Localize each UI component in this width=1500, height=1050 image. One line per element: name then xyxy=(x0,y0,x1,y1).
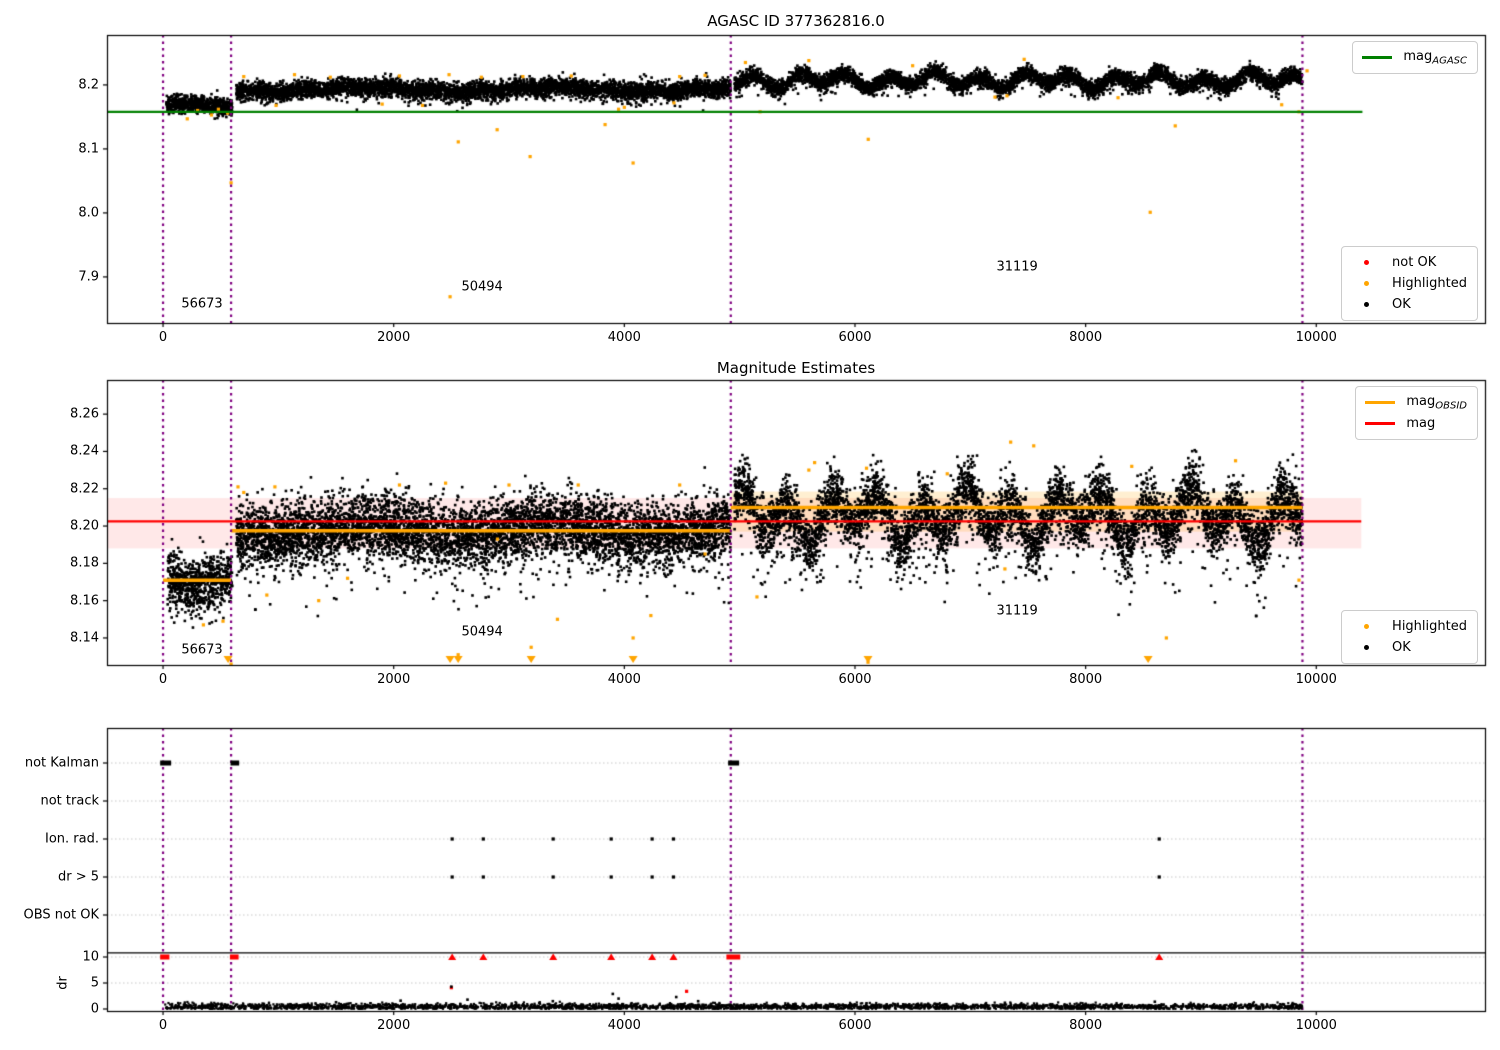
figure: AGASC ID 377362816.0 Magnitude Estimates… xyxy=(0,0,1500,1050)
figure-canvas xyxy=(0,0,1500,1050)
